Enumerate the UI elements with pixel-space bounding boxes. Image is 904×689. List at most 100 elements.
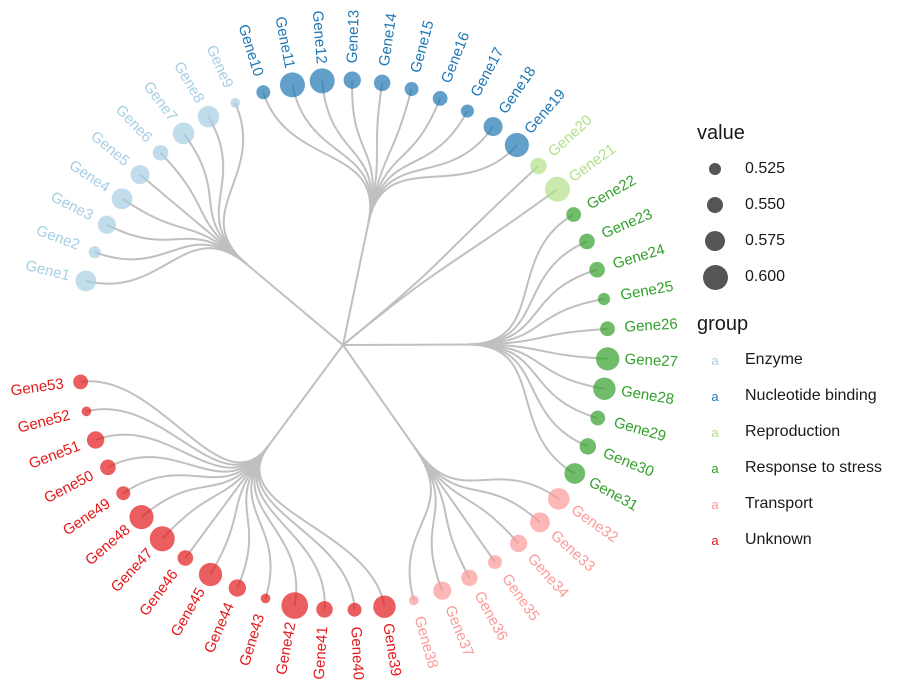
label-gene12: Gene12 [309, 10, 330, 65]
node-gene17 [460, 104, 474, 118]
node-gene44 [228, 579, 247, 597]
group-legend-item: a Enzyme [697, 342, 882, 378]
group-legend-key: a [711, 388, 719, 404]
label-gene37: Gene37 [441, 603, 477, 659]
label-gene53: Gene53 [10, 375, 65, 399]
node-gene42 [281, 592, 309, 619]
edge-gene8 [207, 116, 248, 266]
node-gene53 [73, 374, 88, 390]
value-legend-item: 0.550 [697, 187, 882, 223]
node-gene12 [309, 68, 335, 94]
value-legend-dot [697, 196, 733, 214]
edge-gene49 [122, 444, 270, 495]
value-legend-label: 0.600 [745, 268, 786, 285]
group-legend-key: a [711, 532, 719, 548]
node-gene35 [488, 555, 502, 570]
branch-response-to-stress [342, 343, 469, 346]
branch-transport [342, 344, 416, 448]
node-gene26 [600, 321, 615, 337]
label-gene45: Gene45 [167, 585, 208, 640]
label-gene40: Gene40 [347, 626, 366, 680]
group-legend-label: Unknown [745, 531, 812, 548]
label-gene19: Gene19 [521, 86, 569, 137]
node-gene45 [198, 562, 223, 587]
value-legend-item: 0.600 [697, 259, 882, 295]
edge-gene18 [367, 126, 494, 223]
label-gene29: Gene29 [612, 414, 668, 445]
edge-gene24 [467, 268, 598, 346]
edge-gene40 [257, 444, 356, 610]
node-gene30 [579, 438, 597, 455]
label-gene32: Gene32 [568, 501, 621, 546]
node-gene8 [197, 105, 220, 128]
label-gene52: Gene52 [16, 407, 72, 437]
label-gene20: Gene20 [545, 112, 596, 161]
node-gene1 [75, 270, 97, 292]
group-legend-label: Reproduction [745, 423, 841, 440]
edge-gene37 [413, 446, 444, 592]
value-legend-item: 0.575 [697, 223, 882, 259]
label-gene35: Gene35 [498, 571, 543, 624]
label-gene25: Gene25 [619, 278, 675, 304]
group-legend-key: a [711, 424, 719, 440]
branch-nucleotide-binding [342, 222, 370, 346]
edge-gene52 [86, 408, 270, 466]
label-gene48: Gene48 [82, 521, 134, 569]
label-gene30: Gene30 [600, 445, 656, 481]
node-gene20 [530, 157, 547, 175]
label-gene22: Gene22 [584, 172, 639, 213]
edge-gene29 [467, 343, 599, 420]
label-gene15: Gene15 [407, 19, 437, 75]
node-gene41 [316, 601, 333, 618]
label-gene17: Gene17 [467, 45, 507, 100]
legend: value 0.525 0.550 0.575 0.600 group a Enzyme… [697, 122, 882, 558]
edge-gene30 [467, 343, 589, 448]
branch-unknown [267, 344, 344, 447]
node-gene19 [504, 132, 529, 158]
label-gene14: Gene14 [376, 12, 401, 67]
value-legend-dot [697, 264, 733, 290]
group-legend-key: a [711, 460, 719, 476]
edge-gene39 [258, 444, 386, 607]
label-gene38: Gene38 [411, 614, 442, 670]
value-legend-label: 0.525 [745, 160, 786, 177]
label-gene4: Gene4 [66, 157, 113, 196]
value-legend-dot [697, 230, 733, 252]
edge-gene22 [467, 213, 575, 346]
dendrogram-edges [80, 80, 608, 610]
label-gene49: Gene49 [60, 495, 114, 539]
node-gene22 [566, 207, 582, 222]
edge-gene50 [107, 444, 270, 473]
node-gene36 [461, 569, 478, 587]
label-gene50: Gene50 [41, 467, 96, 507]
group-legend-key: a [711, 496, 719, 512]
edge-gene12 [321, 80, 373, 223]
label-gene11: Gene11 [271, 15, 298, 70]
node-gene3 [97, 215, 116, 234]
node-gene40 [347, 602, 362, 617]
node-gene21 [544, 176, 570, 202]
node-gene29 [590, 410, 606, 426]
label-gene31: Gene31 [586, 474, 641, 515]
node-gene15 [404, 82, 419, 97]
edge-gene23 [467, 240, 588, 346]
node-gene47 [149, 526, 175, 552]
label-gene3: Gene3 [48, 188, 96, 224]
group-legend-item: a Response to stress [697, 450, 882, 486]
group-legend-label: Enzyme [745, 351, 803, 368]
value-legend: 0.525 0.550 0.575 0.600 [697, 151, 882, 295]
label-gene39: Gene39 [379, 622, 404, 677]
label-gene33: Gene33 [547, 527, 598, 575]
node-gene13 [343, 71, 361, 89]
node-gene18 [483, 117, 503, 137]
group-legend-label: Transport [745, 495, 813, 512]
label-gene47: Gene47 [108, 545, 157, 596]
node-gene38 [408, 595, 419, 606]
group-legend-key: a [711, 352, 719, 368]
node-gene16 [432, 91, 448, 106]
node-gene11 [279, 72, 305, 98]
label-gene51: Gene51 [27, 438, 83, 473]
label-gene10: Gene10 [235, 22, 267, 78]
label-gene5: Gene5 [87, 128, 132, 170]
